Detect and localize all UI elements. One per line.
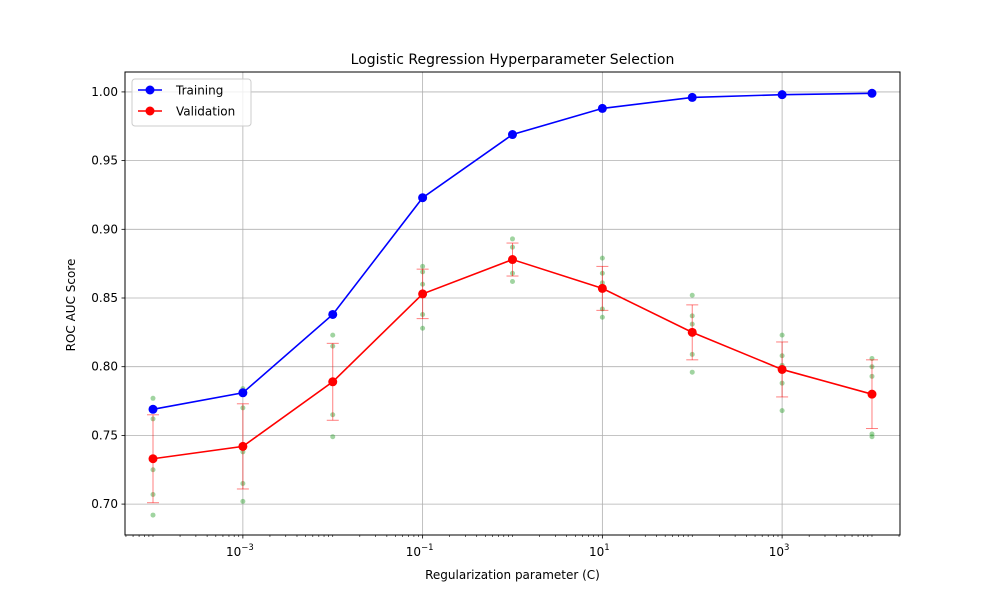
training-point <box>687 92 697 102</box>
training-point <box>148 404 158 414</box>
training-point <box>328 309 338 319</box>
plot-frame <box>124 71 901 536</box>
training-point <box>597 103 607 113</box>
fold-score-point <box>420 263 426 269</box>
training-point <box>418 193 428 203</box>
validation-point <box>687 327 697 337</box>
legend-marker-training <box>145 85 155 95</box>
legend-label-validation: Validation <box>176 105 235 119</box>
fold-score-point <box>240 498 246 504</box>
training-point <box>867 88 877 98</box>
x-axis-ticks: 10−3 10−1 101 103 <box>125 535 900 559</box>
validation-point <box>328 377 338 387</box>
validation-point <box>148 454 158 464</box>
fold-score-point <box>689 292 695 298</box>
validation-line <box>152 258 873 460</box>
legend-label-training: Training <box>175 84 223 98</box>
fold-score-point <box>869 431 875 437</box>
x-tick-label: 101 <box>589 543 610 559</box>
fold-scores <box>150 236 875 518</box>
validation-point <box>777 364 787 374</box>
validation-point <box>418 289 428 299</box>
validation-point <box>597 283 607 293</box>
legend-marker-validation <box>145 106 155 116</box>
training-point <box>238 388 248 398</box>
validation-point <box>238 441 248 451</box>
validation-point <box>867 389 877 399</box>
fold-score-point <box>420 325 426 331</box>
legend: Training Validation <box>131 78 252 127</box>
y-tick-label: 0.70 <box>91 497 118 511</box>
fold-score-point <box>779 332 785 338</box>
x-tick-label: 10−3 <box>226 543 254 559</box>
fold-score-point <box>330 434 336 440</box>
x-axis-label: Regularization parameter (C) <box>425 568 600 582</box>
fold-score-point <box>869 434 875 440</box>
y-tick-label: 1.00 <box>91 85 118 99</box>
y-tick-label: 0.80 <box>91 360 118 374</box>
fold-score-point <box>150 395 156 401</box>
x-tick-label: 10−1 <box>406 543 434 559</box>
fold-score-point <box>689 369 695 375</box>
chart-title: Logistic Regression Hyperparameter Selec… <box>351 52 675 68</box>
fold-score-point <box>599 314 605 320</box>
fold-score-point <box>509 236 515 242</box>
training-point <box>507 130 517 140</box>
validation-point <box>507 255 517 265</box>
fold-score-point <box>779 408 785 414</box>
y-tick-label: 0.90 <box>91 222 118 236</box>
y-tick-label: 0.85 <box>91 291 118 305</box>
x-tick-label: 103 <box>769 543 790 559</box>
fold-score-point <box>599 255 605 261</box>
training-point <box>777 90 787 100</box>
y-axis-label: ROC AUC Score <box>64 259 78 352</box>
y-tick-label: 0.75 <box>91 428 118 442</box>
fold-score-point <box>509 279 515 285</box>
y-axis-ticks: 0.70 0.75 0.80 0.85 0.90 0.95 1.00 <box>91 85 125 511</box>
fold-score-point <box>330 332 336 338</box>
series-lines <box>148 88 877 464</box>
grid-lines <box>125 72 900 535</box>
fold-score-point <box>150 512 156 518</box>
y-tick-label: 0.95 <box>91 154 118 168</box>
